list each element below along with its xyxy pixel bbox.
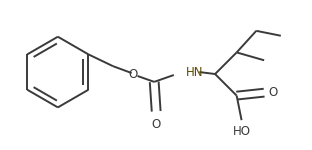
Text: HO: HO [232, 125, 251, 138]
Text: O: O [128, 68, 137, 81]
Text: O: O [152, 118, 161, 131]
Text: O: O [268, 86, 277, 99]
Text: HN: HN [186, 66, 203, 79]
